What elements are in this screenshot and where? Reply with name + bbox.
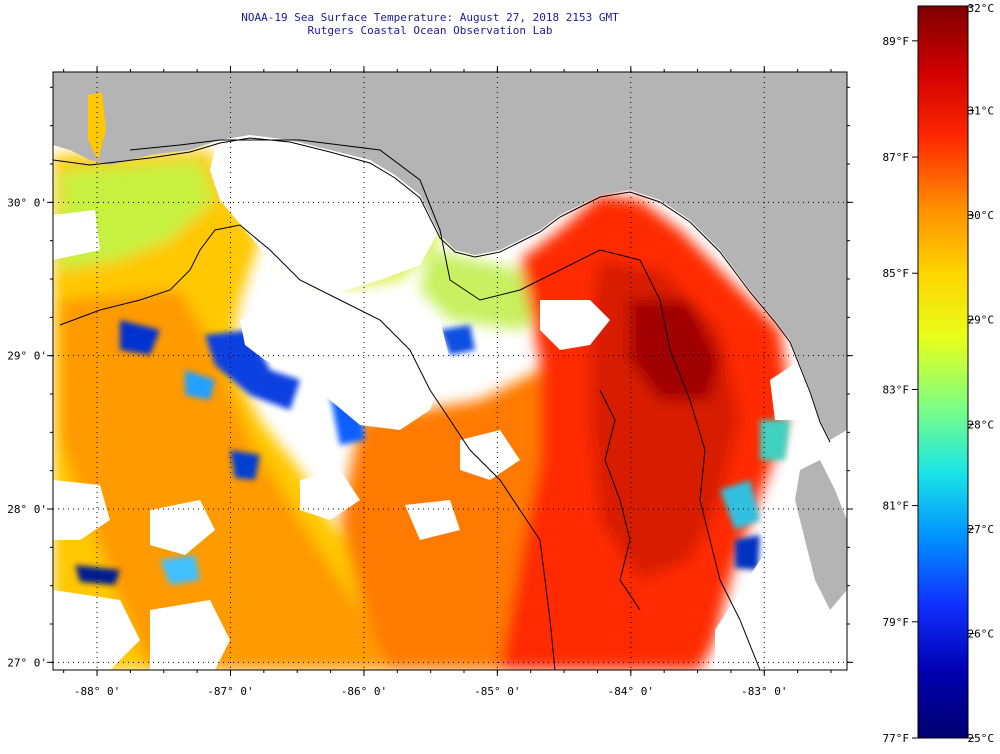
lon-label: -87° 0' (207, 685, 253, 698)
sst-region-apalachee (420, 250, 560, 330)
mobile-bay (88, 92, 106, 160)
cloud-region (540, 300, 610, 350)
colorbar: 32°C 31°C 30°C 29°C 28°C 27°C 26°C 25°C 89°F 87°F… (883, 2, 995, 745)
lon-label: -86° 0' (341, 685, 387, 698)
cloud-region (53, 210, 100, 260)
lat-label: 30° 0' (7, 196, 47, 209)
land-mass (53, 72, 847, 440)
inner-contour (129, 139, 761, 670)
contours (53, 137, 831, 670)
colorbar-c-label: 26°C (968, 627, 995, 640)
lon-label: -88° 0' (74, 685, 120, 698)
frame-ticks (47, 66, 853, 676)
colorbar-rect (917, 5, 969, 739)
shelf-contour (59, 224, 556, 670)
colorbar-labels: 32°C 31°C 30°C 29°C 28°C 27°C 26°C 25°C 89°F 87°F… (883, 2, 995, 745)
colorbar-f-label: 87°F (883, 151, 910, 164)
sst-cool-patch (440, 325, 475, 355)
colorbar-c-label: 31°C (968, 105, 995, 118)
axis-labels: -88° 0' -87° 0' -86° 0' -85° 0' -84° 0' -83° … (7, 196, 787, 698)
sst-cool-patch (735, 535, 760, 570)
cloud-region (53, 590, 140, 670)
colorbar-f-label: 83°F (883, 383, 910, 396)
cloud-mask (53, 140, 847, 670)
cloud-region (460, 430, 520, 480)
sst-cool-patch (760, 420, 790, 460)
sst-cool-patch (120, 320, 160, 355)
lon-label: -84° 0' (608, 685, 654, 698)
colorbar-c-label: 32°C (968, 2, 995, 15)
sst-region-west-warm (60, 290, 390, 670)
map-frame (52, 71, 848, 671)
colorbar-c-label: 25°C (968, 732, 995, 745)
sst-region-hot-core (630, 300, 720, 400)
colorbar-f-label: 85°F (883, 267, 910, 280)
colorbar-f-label: 81°F (883, 500, 910, 513)
sst-cool-patch (720, 480, 760, 530)
land-peninsula (795, 460, 847, 610)
sst-cool-patch (75, 565, 120, 585)
colorbar-c-label: 29°C (968, 314, 995, 327)
reef-contour (599, 389, 641, 611)
lon-label: -85° 0' (474, 685, 520, 698)
cloud-region (210, 140, 445, 295)
cloud-region (240, 292, 450, 430)
sst-cool-patch (185, 370, 215, 400)
cloud-region (150, 500, 215, 555)
cloud-region (405, 500, 460, 540)
colorbar-c-label: 28°C (968, 418, 995, 431)
coastline (53, 137, 831, 443)
map-title: NOAA-19 Sea Surface Temperature: August … (241, 11, 619, 24)
colorbar-c-label: 30°C (968, 209, 995, 222)
cloud-region (53, 480, 110, 540)
colorbar-f-label: 77°F (883, 732, 910, 745)
colorbar-f-label: 89°F (883, 35, 910, 48)
sst-cool-patch (230, 450, 260, 480)
lat-label: 29° 0' (7, 350, 47, 363)
map-subtitle: Rutgers Coastal Ocean Observation Lab (307, 24, 553, 37)
lat-label: 27° 0' (7, 656, 47, 669)
colorbar-c-label: 27°C (968, 523, 995, 536)
sst-cool-patch (205, 330, 300, 410)
lon-label: -83° 0' (741, 685, 787, 698)
colorbar-f-label: 79°F (883, 616, 910, 629)
cloud-region (770, 360, 815, 420)
lat-label: 28° 0' (7, 503, 47, 516)
cloud-region (300, 470, 360, 520)
sst-cool-patch (160, 555, 200, 585)
cloud-region (150, 600, 230, 670)
